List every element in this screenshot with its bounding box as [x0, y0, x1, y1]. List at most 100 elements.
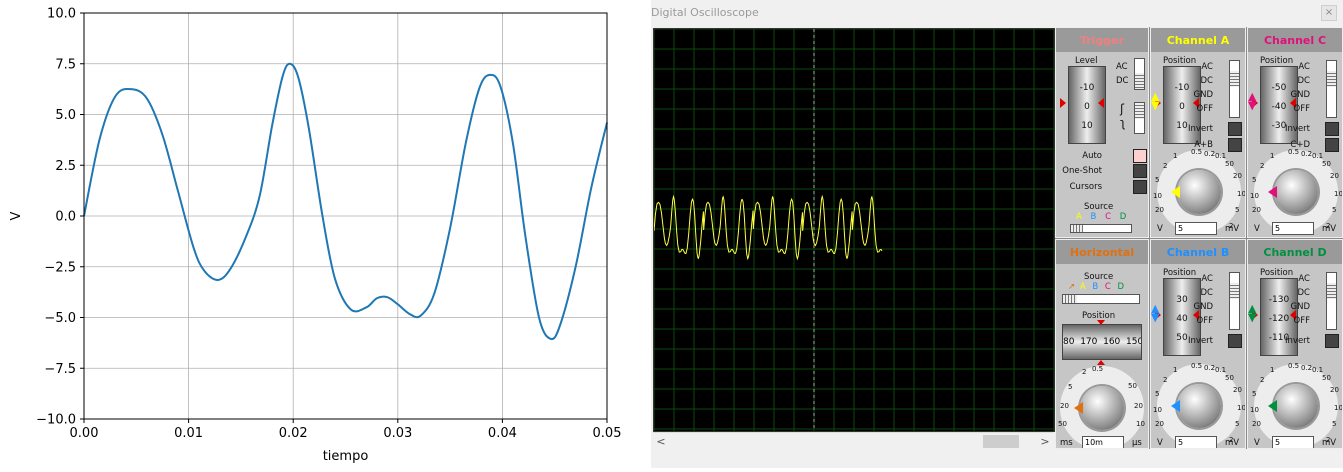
updown-arrow-icon[interactable]: ▲ ▼ — [1248, 302, 1257, 324]
y-tick-label: 10.0 — [47, 7, 76, 22]
dial-tick: 1 — [1270, 152, 1275, 160]
dial-tick: 20 — [1155, 420, 1164, 428]
horizontal-source-slider[interactable] — [1062, 294, 1140, 304]
dial-tick: 0.1 — [1312, 366, 1324, 374]
volts-div-dial[interactable] — [1254, 150, 1338, 234]
dial-tick: 0.5 — [1288, 148, 1300, 156]
channel-b-section: Channel B Position 30 40 50 ▲ ▼ AC DC GND OFF I… — [1150, 239, 1246, 449]
option-label: Invert — [1285, 124, 1310, 134]
coupling-slider[interactable] — [1326, 272, 1337, 330]
option-button[interactable] — [1228, 122, 1242, 136]
position-label: Position — [1260, 56, 1294, 66]
y-tick-label: 5.0 — [55, 108, 76, 123]
dial-tick: 10 — [1153, 192, 1162, 200]
option-button[interactable] — [1228, 138, 1242, 152]
level-marker-icon — [1060, 98, 1066, 108]
timebase-dial[interactable] — [1060, 366, 1144, 448]
coupling-slider[interactable] — [1229, 272, 1240, 330]
channel-d-title: Channel D — [1248, 240, 1342, 264]
dial-tick: 1 — [1173, 366, 1178, 374]
dial-tick: 5 — [1252, 390, 1257, 398]
coupling-label: AC — [1298, 62, 1310, 72]
dial-tick: 20 — [1330, 386, 1339, 394]
one-shot-button[interactable] — [1133, 164, 1147, 178]
volts-div-dial[interactable] — [1157, 150, 1241, 234]
option-label: Invert — [1285, 336, 1310, 346]
volts-div-dial[interactable] — [1254, 364, 1338, 448]
dial-tick: 0.5 — [1092, 365, 1104, 373]
volts-div-dial[interactable] — [1157, 364, 1241, 448]
coupling-label: DC — [1297, 76, 1310, 86]
dial-tick: 2 — [1229, 436, 1234, 444]
trigger-coupling-slider[interactable] — [1134, 58, 1145, 90]
coupling-label: OFF — [1196, 104, 1213, 114]
one-shot-label: One-Shot — [1062, 166, 1102, 176]
unit-label: mV — [1322, 438, 1337, 448]
drum-value: 80 — [1063, 337, 1075, 347]
dial-tick: 50 — [1058, 420, 1067, 428]
y-tick-label: −5.0 — [44, 311, 76, 326]
dial-tick: 10 — [1237, 404, 1246, 412]
option-button[interactable] — [1228, 334, 1242, 348]
dial-tick: 0.2 — [1204, 364, 1216, 372]
source-c: C — [1104, 282, 1111, 292]
position-marker-icon — [1097, 360, 1105, 365]
dial-tick: 5 — [1155, 176, 1160, 184]
auto-button[interactable] — [1133, 149, 1147, 163]
control-panel: Trigger Level -10 0 10 AC DC ʃ ʅ Auto On… — [1055, 27, 1343, 449]
dial-tick: 20 — [1134, 402, 1143, 410]
unit-label: mV — [1225, 224, 1240, 234]
y-tick-label: −7.5 — [44, 362, 76, 377]
close-button[interactable]: × — [1321, 5, 1337, 21]
scroll-left-icon[interactable]: < — [656, 435, 666, 448]
coupling-label: AC — [1201, 274, 1213, 284]
dial-tick: 10 — [1136, 420, 1145, 428]
horizontal-position-label: Position — [1082, 311, 1116, 321]
trigger-source-slider[interactable] — [1070, 224, 1132, 233]
dial-tick: 5 — [1235, 206, 1240, 214]
volts-div-value[interactable]: 5 — [1175, 222, 1217, 235]
cursors-button[interactable] — [1133, 180, 1147, 194]
horizontal-position-drum[interactable]: 80 170 160 150 — [1062, 324, 1142, 360]
coupling-slider[interactable] — [1229, 60, 1240, 118]
trigger-ac-label: AC — [1116, 62, 1128, 72]
cursors-label: Cursors — [1069, 182, 1102, 192]
drum-value: -50 — [1271, 83, 1287, 93]
channel-a-section: Channel A Position -10 0 10 ▲ ▼ AC DC GND OFF I… — [1150, 27, 1246, 238]
coupling-label: AC — [1201, 62, 1213, 72]
option-button[interactable] — [1325, 138, 1339, 152]
dial-tick: 1 — [1173, 152, 1178, 160]
chart-svg: 0.00 0.01 0.02 0.03 0.04 0.05 10.0 7.5 5.0 2.5 0.0… — [9, 7, 621, 465]
dial-tick: 0.1 — [1312, 152, 1324, 160]
volts-div-value[interactable]: 5 — [1272, 436, 1314, 448]
coupling-slider[interactable] — [1326, 60, 1337, 118]
dial-tick: 50 — [1225, 160, 1234, 168]
option-label: Invert — [1188, 336, 1213, 346]
option-button[interactable] — [1325, 334, 1339, 348]
x-tick-label: 0.02 — [279, 426, 308, 441]
dial-pointer-icon — [1074, 402, 1083, 414]
timebase-value[interactable]: 10m — [1082, 436, 1124, 448]
dial-tick: 20 — [1233, 386, 1242, 394]
unit-label: V — [1254, 438, 1260, 448]
horizontal-title: Horizontal — [1056, 240, 1148, 264]
updown-arrow-icon[interactable]: ▲ ▼ — [1248, 90, 1257, 112]
horizontal-scrollbar[interactable]: < > — [653, 432, 1053, 450]
volts-div-value[interactable]: 5 — [1272, 222, 1314, 235]
updown-arrow-icon[interactable]: ▲ ▼ — [1151, 302, 1160, 324]
dial-tick: 20 — [1060, 402, 1069, 410]
volts-div-value[interactable]: 5 — [1175, 436, 1217, 448]
dial-tick: 10 — [1334, 190, 1343, 198]
axes-frame — [83, 12, 608, 420]
dial-tick: 10 — [1237, 190, 1246, 198]
updown-arrow-icon[interactable]: ▲ ▼ — [1151, 90, 1160, 112]
option-button[interactable] — [1325, 122, 1339, 136]
channel-d-section: Channel D Position -130 -120 -110 ▲ ▼ AC DC G… — [1247, 239, 1343, 449]
scroll-thumb[interactable] — [983, 435, 1019, 448]
dial-tick: 2 — [1260, 376, 1265, 384]
position-marker-icon — [1097, 320, 1105, 325]
trigger-edge-slider[interactable] — [1134, 102, 1145, 134]
source-c: C — [1105, 212, 1112, 222]
dial-tick: 50 — [1322, 160, 1331, 168]
scroll-right-icon[interactable]: > — [1040, 435, 1050, 448]
